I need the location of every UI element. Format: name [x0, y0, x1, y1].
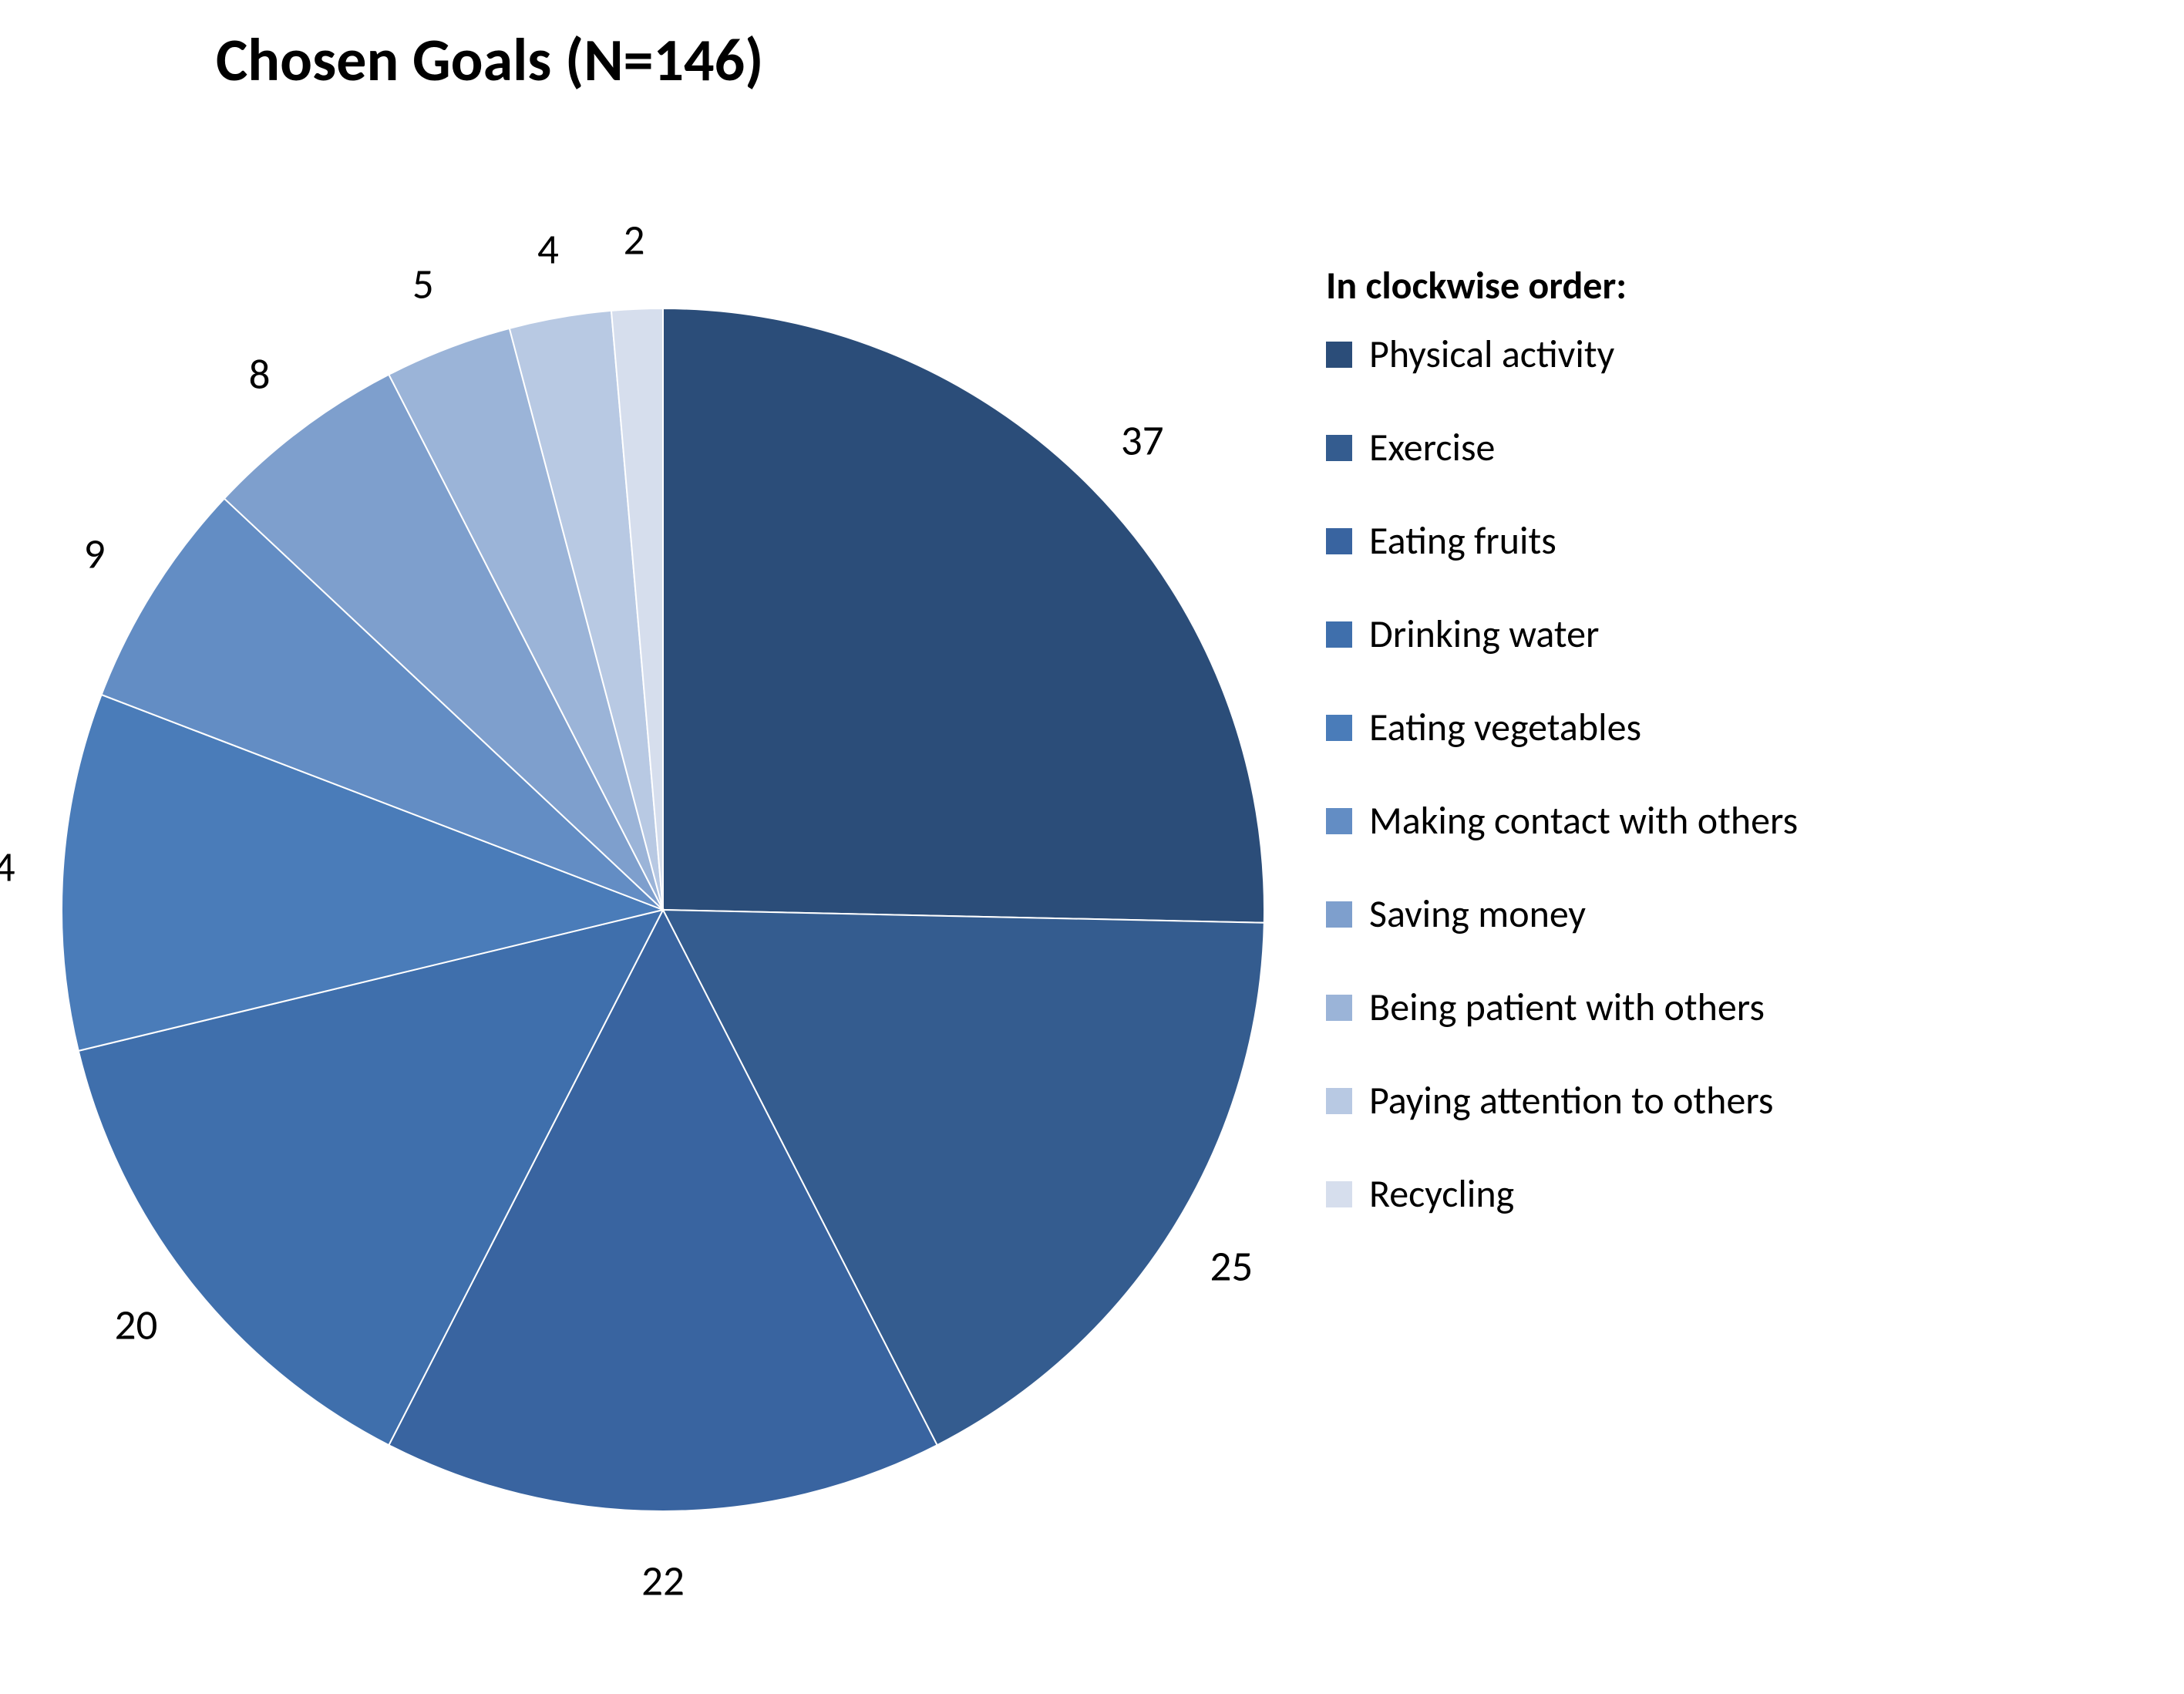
legend-label: Eating vegetables: [1369, 704, 1641, 751]
slice-value-label: 2: [624, 214, 645, 265]
legend-item: Being patient with others: [1326, 984, 1798, 1031]
legend-item: Drinking water: [1326, 611, 1798, 658]
legend-label: Saving money: [1369, 891, 1586, 938]
slice-value-label: 37: [1121, 415, 1164, 466]
legend-label: Making contact with others: [1369, 797, 1798, 844]
pie-slice: [663, 308, 1264, 923]
legend-item: Making contact with others: [1326, 797, 1798, 844]
legend-title: In clockwise order:: [1326, 262, 1798, 309]
slice-value-label: 14: [0, 840, 15, 892]
legend-item: Eating fruits: [1326, 517, 1798, 564]
legend-item: Saving money: [1326, 891, 1798, 938]
legend-items: Physical activity Exercise Eating fruits Dr…: [1326, 331, 1798, 1217]
slice-value-label: 9: [84, 528, 106, 580]
legend-swatch: [1326, 1088, 1352, 1114]
legend-swatch: [1326, 621, 1352, 648]
legend-swatch: [1326, 808, 1352, 834]
legend-swatch: [1326, 435, 1352, 461]
slice-value-label: 5: [412, 258, 434, 309]
pie-chart-svg: [0, 197, 1376, 1623]
legend-label: Paying attention to others: [1369, 1077, 1773, 1124]
legend-label: Exercise: [1369, 424, 1495, 471]
legend-swatch: [1326, 995, 1352, 1021]
legend-label: Recycling: [1369, 1170, 1514, 1217]
legend-item: Eating vegetables: [1326, 704, 1798, 751]
legend-swatch: [1326, 901, 1352, 928]
legend-swatch: [1326, 715, 1352, 741]
legend-label: Physical activity: [1369, 331, 1614, 378]
legend-item: Paying attention to others: [1326, 1077, 1798, 1124]
pie-chart: 37 25 22 20 14 9 8 5 4 2: [0, 197, 1376, 1623]
legend: In clockwise order: Physical activity Exe…: [1326, 262, 1798, 1264]
slice-value-label: 22: [641, 1555, 685, 1607]
legend-swatch: [1326, 1181, 1352, 1207]
chart-title: Chosen Goals (N=146): [216, 23, 763, 96]
legend-swatch: [1326, 342, 1352, 368]
page: Chosen Goals (N=146) 37 25 22 20 14 9 8 5 4 2 In …: [0, 0, 2184, 1694]
legend-swatch: [1326, 528, 1352, 554]
legend-label: Drinking water: [1369, 611, 1599, 658]
slice-value-label: 25: [1210, 1240, 1253, 1292]
legend-label: Being patient with others: [1369, 984, 1765, 1031]
slice-value-label: 8: [249, 349, 271, 400]
legend-label: Eating fruits: [1369, 517, 1556, 564]
legend-item: Recycling: [1326, 1170, 1798, 1217]
slice-value-label: 20: [115, 1299, 158, 1351]
legend-item: Physical activity: [1326, 331, 1798, 378]
slice-value-label: 4: [537, 223, 559, 274]
legend-item: Exercise: [1326, 424, 1798, 471]
